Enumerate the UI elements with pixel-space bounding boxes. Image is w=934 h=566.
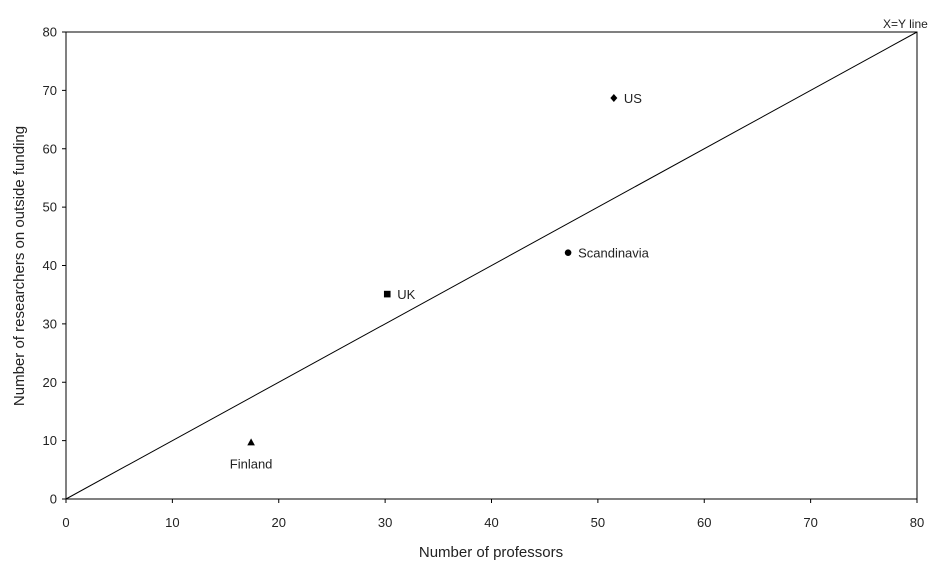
y-tick-label: 0 [50,492,57,507]
point-label-uk: UK [397,287,415,302]
y-tick-label: 10 [43,433,57,448]
point-label-finland: Finland [230,456,273,471]
x-tick-label: 30 [378,515,392,530]
y-tick-label: 50 [43,200,57,215]
y-tick-label: 30 [43,316,57,331]
x-tick-label: 20 [272,515,286,530]
marker-finland [247,438,255,446]
data-points: US Scandinavia UK Finland [230,91,650,471]
x-tick-label: 40 [484,515,498,530]
y-axis-ticks: 0 10 20 30 40 50 60 70 80 [43,25,66,507]
marker-scandinavia [564,249,572,256]
xy-reference-line [65,31,918,500]
xy-reference-line-label: X=Y line [883,17,928,31]
point-label-scandinavia: Scandinavia [578,246,650,261]
marker-uk [383,290,391,298]
y-tick-label: 40 [43,258,57,273]
point-label-us: US [624,91,642,106]
y-tick-label: 20 [43,375,57,390]
y-tick-label: 80 [43,25,57,40]
x-axis-ticks: 0 10 20 30 40 50 60 70 80 [62,499,924,530]
x-tick-label: 70 [803,515,817,530]
x-axis-title: Number of professors [419,544,563,561]
x-tick-label: 80 [910,515,924,530]
x-tick-label: 10 [165,515,179,530]
x-tick-label: 50 [591,515,605,530]
y-tick-label: 60 [43,141,57,156]
x-tick-label: 0 [62,515,69,530]
marker-us [610,93,618,102]
x-tick-label: 60 [697,515,711,530]
y-axis-title: Number of researchers on outside funding [11,126,28,406]
y-tick-label: 70 [43,83,57,98]
